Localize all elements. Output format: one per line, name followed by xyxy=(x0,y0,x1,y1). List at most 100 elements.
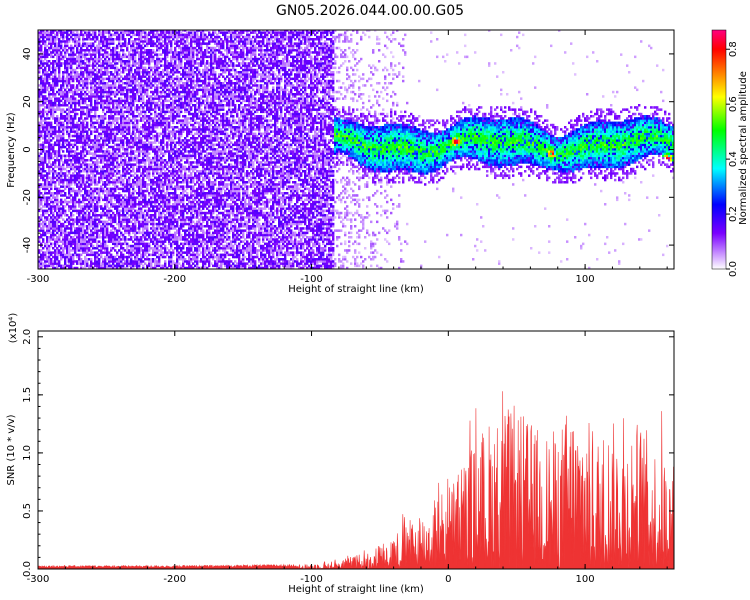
heatmap-cell xyxy=(74,203,77,206)
heatmap-cell xyxy=(78,38,81,41)
heatmap-cell xyxy=(72,222,75,226)
heatmap-cell xyxy=(38,163,41,166)
heatmap-cell xyxy=(128,172,131,175)
heatmap-cell xyxy=(42,88,45,92)
heatmap-cell xyxy=(94,84,97,87)
heatmap-cell xyxy=(120,156,123,160)
heatmap-cell xyxy=(78,42,81,45)
heatmap-cell xyxy=(44,137,47,140)
heatmap-cell xyxy=(134,97,137,100)
heatmap-cell xyxy=(142,46,145,50)
heatmap-cell xyxy=(86,130,89,133)
heatmap-cell xyxy=(150,106,153,109)
heatmap-cell xyxy=(84,183,87,186)
heatmap-cell xyxy=(140,33,143,37)
heatmap-cell xyxy=(40,46,43,50)
heatmap-cell xyxy=(42,79,45,83)
heatmap-cell xyxy=(132,187,135,191)
heatmap-cell xyxy=(142,119,145,122)
heatmap-cell xyxy=(48,238,51,241)
heatmap-cell xyxy=(150,264,153,268)
heatmap-cell xyxy=(40,163,43,166)
heatmap-cell xyxy=(148,176,151,180)
heatmap-cell xyxy=(38,97,41,100)
heatmap-cell xyxy=(68,132,71,136)
heatmap-cell xyxy=(54,75,57,78)
heatmap-cell xyxy=(110,126,113,129)
heatmap-cell xyxy=(90,75,93,78)
heatmap-cell xyxy=(158,49,161,52)
heatmap-cell xyxy=(120,194,123,197)
heatmap-cell xyxy=(138,163,141,166)
heatmap-cell xyxy=(114,82,117,85)
heatmap-cell xyxy=(132,185,135,188)
heatmap-cell xyxy=(44,203,47,206)
heatmap-cell xyxy=(74,68,77,72)
heatmap-cell xyxy=(90,229,93,232)
heatmap-cell xyxy=(106,73,109,76)
heatmap-cell xyxy=(48,60,51,63)
heatmap-cell xyxy=(48,258,51,261)
heatmap-cell xyxy=(66,225,69,228)
heatmap-cell xyxy=(40,82,43,85)
heatmap-cell xyxy=(124,104,127,107)
heatmap-cell xyxy=(140,203,143,206)
heatmap-cell xyxy=(48,260,51,263)
heatmap-cell xyxy=(92,233,95,237)
heatmap-cell xyxy=(142,99,145,103)
heatmap-cell xyxy=(138,244,141,248)
heatmap-cell xyxy=(70,148,73,151)
heatmap-cell xyxy=(130,71,133,74)
heatmap-cell xyxy=(42,60,45,63)
heatmap-cell xyxy=(44,189,47,193)
heatmap-cell xyxy=(38,264,41,268)
heatmap-cell xyxy=(68,220,71,224)
heatmap-cell xyxy=(128,128,131,131)
heatmap-cell xyxy=(112,161,115,164)
heatmap-cell xyxy=(146,35,149,39)
heatmap-cell xyxy=(50,154,53,158)
heatmap-cell xyxy=(42,225,45,228)
heatmap-cell xyxy=(156,242,159,246)
heatmap-cell xyxy=(126,148,129,151)
heatmap-cell xyxy=(42,33,45,37)
heatmap-cell xyxy=(136,121,139,125)
heatmap-cell xyxy=(54,170,57,173)
heatmap-cell xyxy=(42,176,45,180)
heatmap-cell xyxy=(56,242,59,246)
heatmap-cell xyxy=(112,73,115,76)
heatmap-cell xyxy=(102,192,105,195)
heatmap-cell xyxy=(104,117,107,120)
heatmap-cell xyxy=(84,211,87,215)
heatmap-cell xyxy=(116,231,119,235)
heatmap-cell xyxy=(148,64,151,67)
heatmap-cell xyxy=(48,236,51,239)
heatmap-cell xyxy=(114,95,117,98)
heatmap-cell xyxy=(94,68,97,72)
heatmap-cell xyxy=(134,55,137,59)
heatmap-cell xyxy=(100,255,103,259)
heatmap-cell xyxy=(42,119,45,122)
heatmap-cell xyxy=(86,262,89,265)
heatmap-cell xyxy=(44,123,47,127)
heatmap-cell xyxy=(92,172,95,175)
heatmap-cell xyxy=(154,117,157,120)
heatmap-cell xyxy=(120,176,123,180)
heatmap-cell xyxy=(126,99,129,103)
heatmap-cell xyxy=(88,247,91,250)
heatmap-cell xyxy=(104,242,107,246)
heatmap-cell xyxy=(86,86,89,89)
heatmap-cell xyxy=(38,159,41,162)
heatmap-cell xyxy=(48,159,51,162)
heatmap-cell xyxy=(152,178,155,182)
heatmap-cell xyxy=(150,203,153,206)
heatmap-cell xyxy=(46,203,49,206)
heatmap-cell xyxy=(122,145,125,149)
heatmap-cell xyxy=(108,119,111,122)
heatmap-cell xyxy=(130,209,133,213)
heatmap-cell xyxy=(38,174,41,177)
heatmap-cell xyxy=(66,203,69,206)
heatmap-cell xyxy=(46,225,49,228)
heatmap-cell xyxy=(40,51,43,54)
